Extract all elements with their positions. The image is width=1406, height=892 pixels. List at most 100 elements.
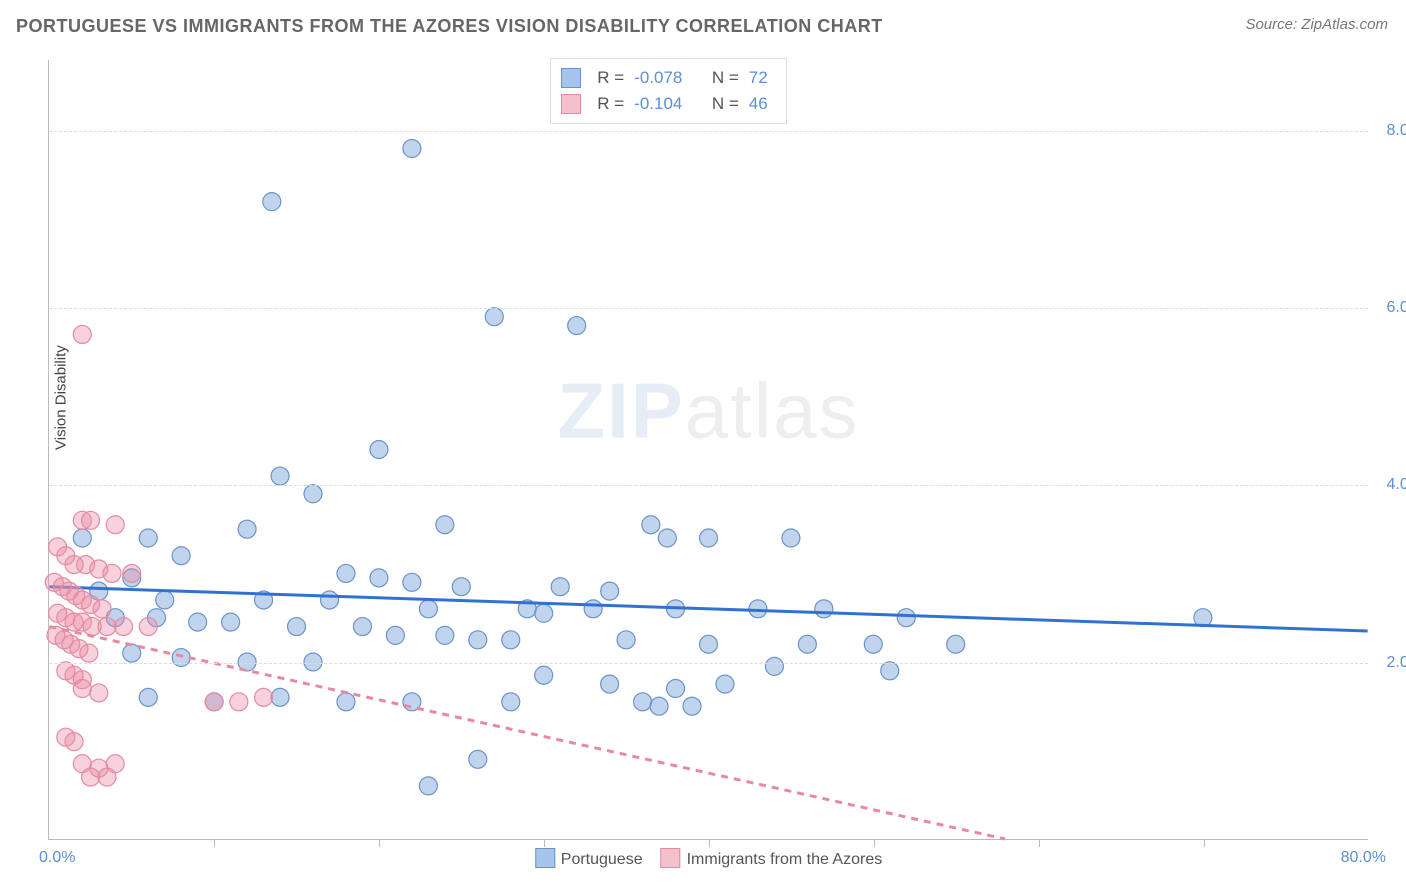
series-legend-label: Portuguese (561, 851, 643, 868)
data-point (419, 777, 437, 795)
data-point (658, 529, 676, 547)
data-point (601, 675, 619, 693)
data-point (288, 618, 306, 636)
data-point (765, 657, 783, 675)
data-point (103, 564, 121, 582)
data-point (683, 697, 701, 715)
x-tick (1039, 839, 1040, 847)
data-point (139, 618, 157, 636)
data-point (634, 693, 652, 711)
stats-legend-box: R = -0.078 N = 72R = -0.104 N = 46 (550, 58, 786, 124)
data-point (80, 644, 98, 662)
data-point (947, 635, 965, 653)
data-point (667, 680, 685, 698)
data-point (370, 569, 388, 587)
data-point (419, 600, 437, 618)
legend-swatch (561, 68, 581, 88)
data-point (172, 649, 190, 667)
data-point (73, 325, 91, 343)
r-value: -0.078 (634, 65, 682, 91)
n-label: N = (712, 65, 739, 91)
x-axis-max-label: 80.0% (1341, 849, 1386, 867)
data-point (700, 529, 718, 547)
data-point (798, 635, 816, 653)
data-point (98, 768, 116, 786)
data-point (403, 573, 421, 591)
data-point (172, 547, 190, 565)
data-point (255, 688, 273, 706)
data-point (436, 516, 454, 534)
data-point (642, 516, 660, 534)
data-point (337, 564, 355, 582)
data-point (584, 600, 602, 618)
data-point (320, 591, 338, 609)
x-axis-min-label: 0.0% (39, 849, 75, 867)
data-point (535, 666, 553, 684)
x-tick (544, 839, 545, 847)
chart-plot-area: Vision Disability ZIPatlas R =-0.078 N =… (48, 60, 1368, 840)
data-point (337, 693, 355, 711)
stats-legend-row: R =-0.104 N =46 (561, 91, 767, 117)
data-point (452, 578, 470, 596)
data-point (353, 618, 371, 636)
n-value: 72 (749, 65, 768, 91)
x-tick (709, 839, 710, 847)
y-tick-label: 2.0% (1387, 654, 1406, 672)
data-point (304, 485, 322, 503)
scatter-svg (49, 60, 1368, 839)
stats-legend-row: R = -0.078 N = 72 (561, 65, 767, 91)
series-legend-label: Immigrants from the Azores (687, 851, 883, 868)
y-tick-label: 6.0% (1387, 299, 1406, 317)
data-point (98, 618, 116, 636)
x-tick (874, 839, 875, 847)
data-point (139, 529, 157, 547)
n-value: 46 (749, 91, 768, 117)
trendline (49, 587, 1367, 631)
data-point (700, 635, 718, 653)
data-point (189, 613, 207, 631)
data-point (65, 733, 83, 751)
data-point (782, 529, 800, 547)
legend-swatch (535, 848, 555, 868)
data-point (139, 688, 157, 706)
data-point (271, 688, 289, 706)
data-point (535, 604, 553, 622)
source-text: Source: ZipAtlas.com (1245, 16, 1388, 33)
data-point (263, 193, 281, 211)
data-point (222, 613, 240, 631)
data-point (93, 600, 111, 618)
data-point (90, 684, 108, 702)
y-tick-label: 4.0% (1387, 476, 1406, 494)
series-legend: Portuguese Immigrants from the Azores (535, 848, 882, 869)
data-point (403, 140, 421, 158)
gridline (49, 308, 1368, 309)
data-point (156, 591, 174, 609)
data-point (815, 600, 833, 618)
x-tick (1204, 839, 1205, 847)
data-point (238, 520, 256, 538)
data-point (502, 631, 520, 649)
data-point (650, 697, 668, 715)
data-point (82, 768, 100, 786)
chart-title: PORTUGUESE VS IMMIGRANTS FROM THE AZORES… (16, 16, 883, 37)
data-point (271, 467, 289, 485)
data-point (205, 693, 223, 711)
r-value: -0.104 (634, 91, 682, 117)
series-legend-item: Portuguese (535, 848, 643, 869)
data-point (73, 529, 91, 547)
gridline (49, 131, 1368, 132)
data-point (123, 564, 141, 582)
data-point (716, 675, 734, 693)
r-label: R = (597, 91, 624, 117)
data-point (106, 516, 124, 534)
data-point (115, 618, 133, 636)
data-point (230, 693, 248, 711)
trendline (49, 627, 1005, 839)
data-point (386, 626, 404, 644)
data-point (881, 662, 899, 680)
data-point (551, 578, 569, 596)
data-point (568, 317, 586, 335)
data-point (864, 635, 882, 653)
x-tick (379, 839, 380, 847)
r-label: R = (597, 65, 624, 91)
